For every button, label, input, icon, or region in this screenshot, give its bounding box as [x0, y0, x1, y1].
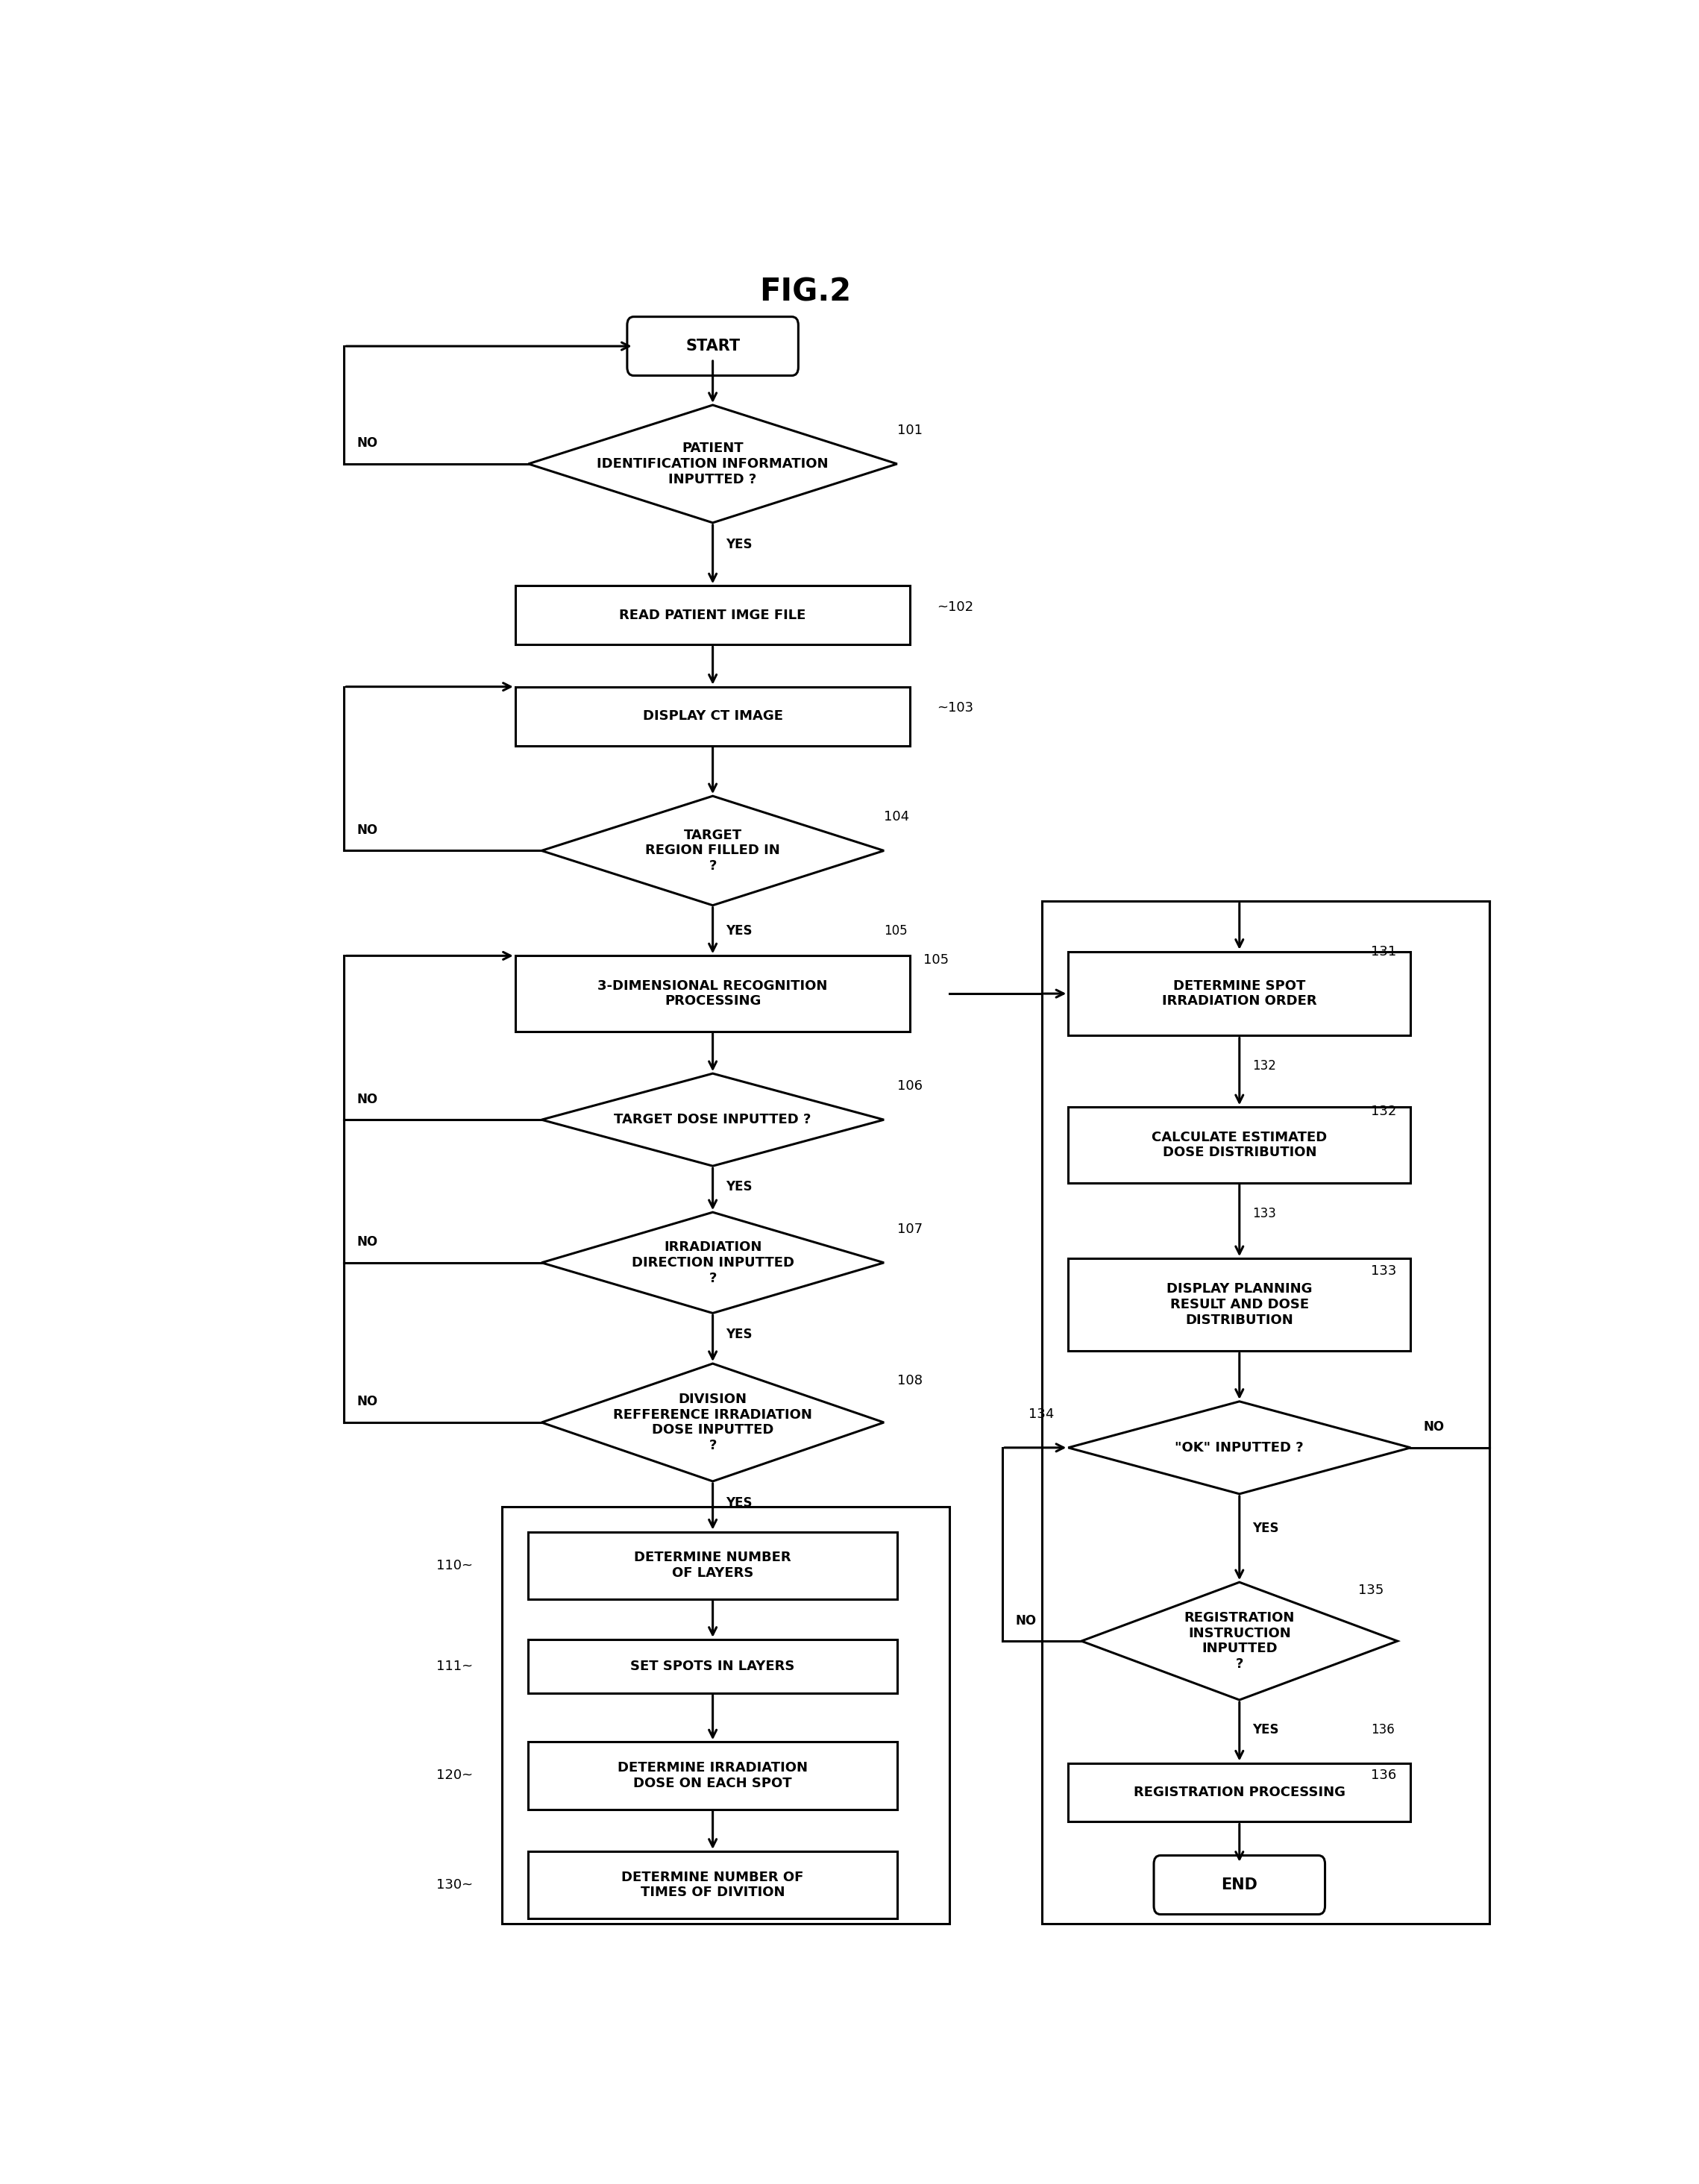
Text: START: START — [685, 339, 741, 354]
Text: PATIENT
IDENTIFICATION INFORMATION
INPUTTED ?: PATIENT IDENTIFICATION INFORMATION INPUT… — [596, 441, 829, 487]
Text: DETERMINE SPOT
IRRADIATION ORDER: DETERMINE SPOT IRRADIATION ORDER — [1162, 978, 1317, 1009]
Text: YES: YES — [725, 1179, 753, 1192]
Text: IRRADIATION
DIRECTION INPUTTED
?: IRRADIATION DIRECTION INPUTTED ? — [632, 1241, 793, 1284]
Text: YES: YES — [1252, 1723, 1279, 1736]
Text: READ PATIENT IMGE FILE: READ PATIENT IMGE FILE — [620, 609, 805, 622]
Text: YES: YES — [725, 1496, 753, 1509]
Text: YES: YES — [725, 537, 753, 550]
Text: DETERMINE NUMBER
OF LAYERS: DETERMINE NUMBER OF LAYERS — [634, 1551, 792, 1579]
FancyBboxPatch shape — [1154, 1856, 1325, 1915]
Text: 101: 101 — [897, 424, 923, 437]
Text: DIVISION
REFFERENCE IRRADIATION
DOSE INPUTTED
?: DIVISION REFFERENCE IRRADIATION DOSE INP… — [613, 1393, 812, 1452]
Text: NO: NO — [1424, 1420, 1444, 1435]
Text: END: END — [1222, 1878, 1257, 1891]
Bar — [515, 957, 911, 1031]
Text: 105: 105 — [883, 924, 907, 937]
Text: DETERMINE NUMBER OF
TIMES OF DIVITION: DETERMINE NUMBER OF TIMES OF DIVITION — [622, 1870, 804, 1900]
Text: NO: NO — [357, 1396, 379, 1409]
Text: REGISTRATION PROCESSING: REGISTRATION PROCESSING — [1133, 1787, 1346, 1800]
Bar — [528, 1640, 897, 1693]
Bar — [1069, 952, 1410, 1035]
Text: 105: 105 — [924, 952, 948, 968]
Text: YES: YES — [725, 924, 753, 937]
Text: 136: 136 — [1371, 1723, 1395, 1736]
Text: 120~: 120~ — [437, 1769, 472, 1782]
Text: 132: 132 — [1371, 1105, 1397, 1118]
Bar — [1069, 1107, 1410, 1184]
Polygon shape — [1069, 1402, 1410, 1494]
Text: 130~: 130~ — [437, 1878, 472, 1891]
Text: CALCULATE ESTIMATED
DOSE DISTRIBUTION: CALCULATE ESTIMATED DOSE DISTRIBUTION — [1152, 1131, 1327, 1160]
Text: NO: NO — [1016, 1614, 1036, 1627]
Text: DISPLAY CT IMAGE: DISPLAY CT IMAGE — [642, 710, 783, 723]
Text: "OK" INPUTTED ?: "OK" INPUTTED ? — [1176, 1441, 1303, 1455]
Text: 104: 104 — [883, 810, 909, 823]
Text: ~102: ~102 — [936, 601, 974, 614]
FancyBboxPatch shape — [627, 317, 799, 376]
Text: REGISTRATION
INSTRUCTION
INPUTTED
?: REGISTRATION INSTRUCTION INPUTTED ? — [1184, 1612, 1295, 1671]
Text: YES: YES — [1252, 1522, 1279, 1535]
Polygon shape — [528, 404, 897, 522]
Text: TARGET
REGION FILLED IN
?: TARGET REGION FILLED IN ? — [646, 828, 780, 874]
Text: 134: 134 — [1030, 1406, 1055, 1422]
Text: 110~: 110~ — [437, 1559, 472, 1572]
Text: 133: 133 — [1371, 1265, 1397, 1278]
Polygon shape — [1082, 1581, 1398, 1699]
Bar — [1069, 1258, 1410, 1352]
Text: ~103: ~103 — [936, 701, 974, 714]
Text: 111~: 111~ — [437, 1660, 472, 1673]
Bar — [528, 1743, 897, 1808]
Text: 3-DIMENSIONAL RECOGNITION
PROCESSING: 3-DIMENSIONAL RECOGNITION PROCESSING — [598, 978, 827, 1009]
Text: DETERMINE IRRADIATION
DOSE ON EACH SPOT: DETERMINE IRRADIATION DOSE ON EACH SPOT — [618, 1760, 807, 1791]
Bar — [515, 686, 911, 745]
Text: NO: NO — [357, 1092, 379, 1105]
Text: DISPLAY PLANNING
RESULT AND DOSE
DISTRIBUTION: DISPLAY PLANNING RESULT AND DOSE DISTRIB… — [1167, 1282, 1312, 1328]
Text: 107: 107 — [897, 1223, 923, 1236]
Bar — [515, 585, 911, 644]
Polygon shape — [542, 1075, 883, 1166]
Polygon shape — [542, 1363, 883, 1481]
Text: 135: 135 — [1358, 1583, 1383, 1597]
Text: FIG.2: FIG.2 — [759, 277, 851, 308]
Polygon shape — [542, 1212, 883, 1313]
Text: NO: NO — [357, 1236, 379, 1249]
Bar — [528, 1531, 897, 1599]
Bar — [528, 1852, 897, 1918]
Text: SET SPOTS IN LAYERS: SET SPOTS IN LAYERS — [630, 1660, 795, 1673]
Text: NO: NO — [357, 437, 379, 450]
Bar — [503, 1507, 950, 1924]
Text: NO: NO — [357, 823, 379, 836]
Text: 108: 108 — [897, 1374, 923, 1387]
Text: 133: 133 — [1252, 1208, 1276, 1221]
Polygon shape — [542, 795, 883, 906]
Bar — [1069, 1762, 1410, 1821]
Text: TARGET DOSE INPUTTED ?: TARGET DOSE INPUTTED ? — [613, 1114, 812, 1127]
Text: 132: 132 — [1252, 1059, 1276, 1072]
Text: 106: 106 — [897, 1079, 923, 1092]
Text: 131: 131 — [1371, 946, 1397, 959]
Bar — [1041, 902, 1490, 1924]
Text: YES: YES — [725, 1328, 753, 1341]
Text: 136: 136 — [1371, 1769, 1397, 1782]
